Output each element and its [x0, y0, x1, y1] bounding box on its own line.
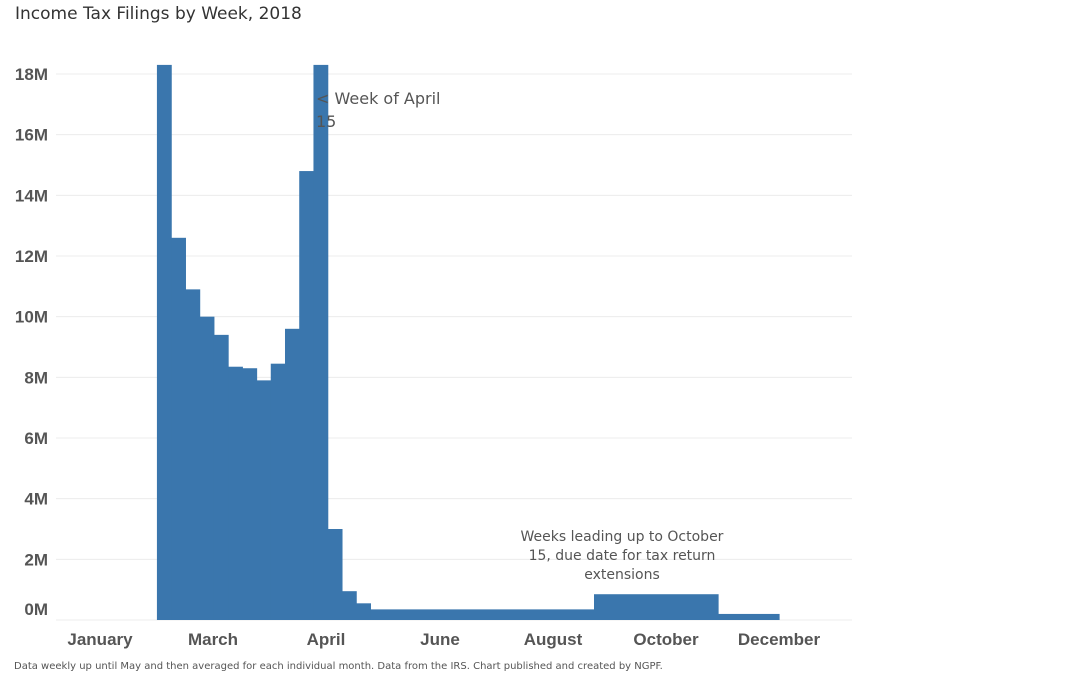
bar	[228, 366, 243, 620]
y-tick-label: 12M	[15, 247, 48, 266]
bar	[299, 171, 315, 621]
bar	[284, 328, 300, 620]
y-tick-label: 14M	[15, 186, 48, 205]
y-tick-label: 4M	[24, 490, 48, 509]
bar	[718, 613, 780, 620]
bar	[327, 529, 343, 620]
bar	[594, 594, 719, 620]
x-axis-ticks: January March April June August October Decemb…	[67, 630, 820, 649]
bar	[213, 334, 229, 620]
chart-title: Income Tax Filings by Week, 2018	[15, 4, 302, 24]
y-tick-label: 2M	[24, 550, 48, 569]
y-tick-label: 16M	[15, 126, 48, 145]
bar	[185, 289, 201, 620]
x-tick-label: March	[188, 630, 238, 649]
x-tick-label: October	[633, 630, 699, 649]
x-tick-label: August	[524, 630, 583, 649]
bar	[370, 609, 595, 620]
annotations: < Week of April 15 Weeks leading up to Oct…	[316, 89, 724, 583]
bar	[356, 603, 371, 620]
bar	[256, 380, 272, 620]
bar	[171, 237, 186, 621]
x-tick-label: April	[307, 630, 346, 649]
footnote: Data weekly up until May and then averag…	[14, 661, 663, 672]
bar	[242, 368, 258, 620]
y-tick-label: 10M	[15, 308, 48, 327]
bars	[156, 64, 780, 621]
bar	[313, 64, 329, 620]
y-axis-ticks: 0M 2M 4M 6M 8M 10M 12M 14M 16M 18M	[15, 65, 48, 619]
y-tick-label: 8M	[24, 368, 48, 387]
annotation-october-15: Weeks leading up to October 15, due date …	[521, 529, 724, 583]
y-tick-label: 6M	[24, 429, 48, 448]
bar	[341, 591, 357, 620]
x-tick-label: December	[738, 630, 821, 649]
y-tick-label: 18M	[15, 65, 48, 84]
bar	[199, 316, 215, 620]
annotation-april-15: < Week of April 15	[316, 89, 441, 131]
x-tick-label: January	[67, 630, 133, 649]
y-tick-label: 0M	[24, 600, 48, 619]
bar	[156, 64, 172, 620]
bar	[270, 363, 286, 620]
x-tick-label: June	[420, 630, 460, 649]
